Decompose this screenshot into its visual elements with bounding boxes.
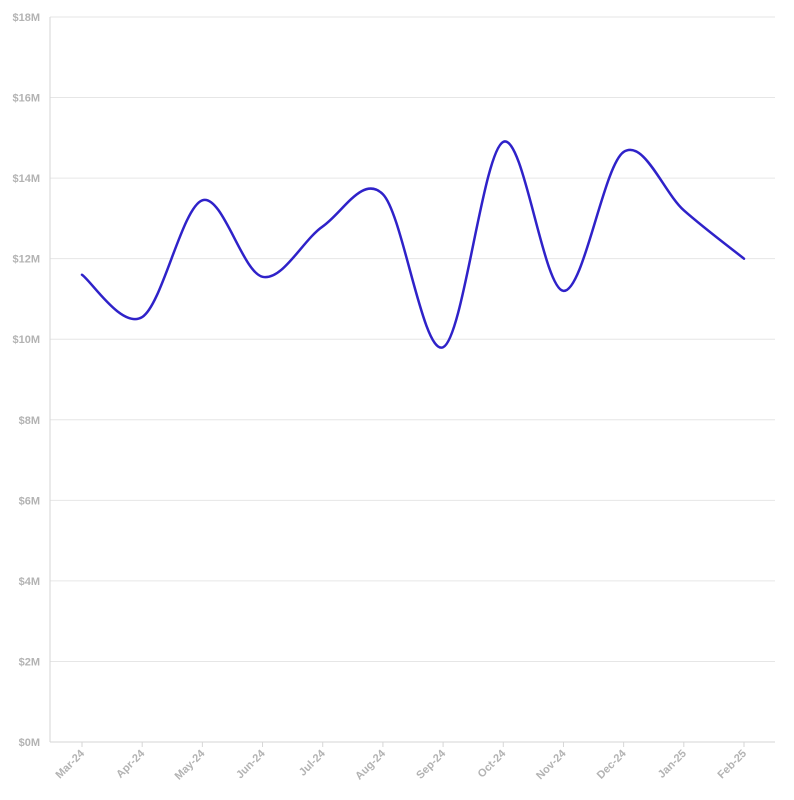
y-tick-label: $18M [12, 12, 40, 24]
x-tick-label: Aug-24 [353, 747, 388, 782]
x-tick-label: Sep-24 [414, 747, 449, 782]
grid-layer [50, 16, 775, 662]
series-layer [80, 140, 746, 349]
x-tick-label: Nov-24 [534, 747, 569, 782]
x-tick-label: Apr-24 [114, 747, 148, 781]
y-tick-label: $10M [12, 334, 40, 346]
x-tick-label: May-24 [173, 747, 208, 782]
y-tick-label: $16M [12, 93, 40, 105]
x-tick-label: Feb-25 [716, 748, 750, 782]
y-tick-label: $4M [19, 576, 40, 588]
y-tick-label: $0M [19, 737, 40, 749]
x-tick-label: Mar-24 [54, 747, 88, 781]
x-tick-label: Jun-24 [234, 747, 268, 781]
y-tick-label: $2M [19, 656, 40, 668]
y-tick-label: $12M [12, 254, 40, 266]
x-tick-label: Jul-24 [297, 747, 329, 779]
x-tick-label: Oct-24 [476, 747, 509, 780]
axis-layer [49, 17, 775, 747]
y-tick-label: $6M [19, 495, 40, 507]
x-tick-label: Jan-25 [656, 748, 689, 781]
y-tick-labels: $0M $2M $4M $6M $8M $10M $12M $14M $16M $18M [12, 12, 40, 749]
y-tick-label: $14M [12, 173, 40, 185]
x-tick-label: Dec-24 [595, 747, 630, 782]
x-tick-labels: Mar-24 Apr-24 May-24 Jun-24 Jul-24 Aug-24 Sep-… [54, 747, 750, 782]
y-tick-label: $8M [19, 415, 40, 427]
series-line [80, 140, 746, 349]
